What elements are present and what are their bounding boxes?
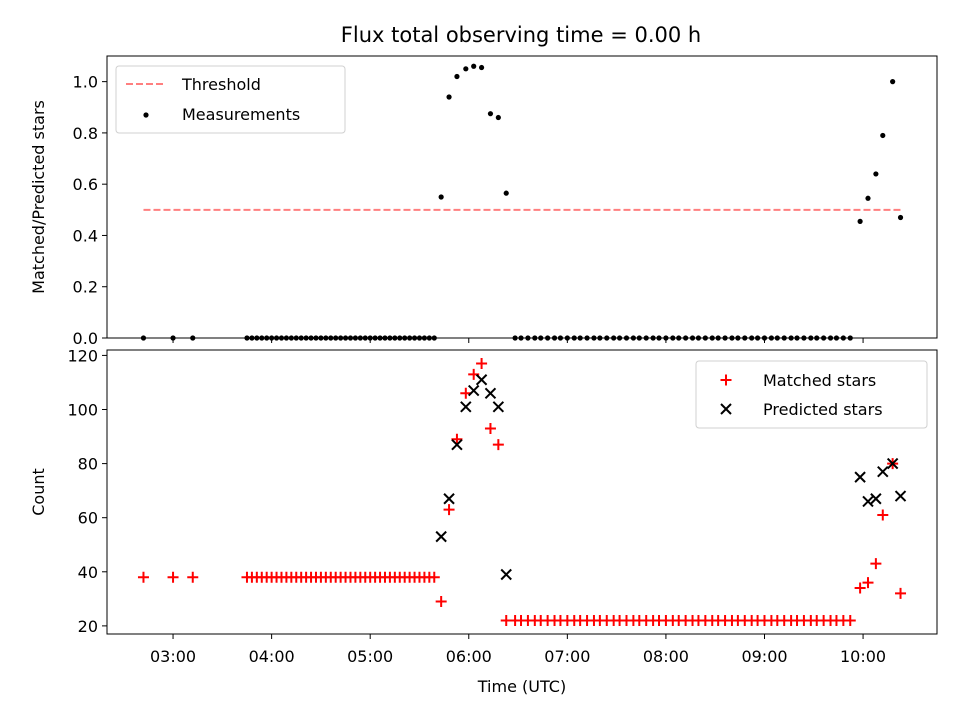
data-point (435, 596, 447, 608)
data-point (492, 439, 504, 451)
data-point (478, 64, 485, 71)
legend-matched-swatch (720, 374, 732, 386)
x-tick-label: 10:00 (840, 647, 886, 666)
data-point (454, 73, 460, 80)
x-tick-label: 07:00 (544, 647, 590, 666)
legend-predicted-swatch (720, 403, 732, 415)
top-subplot: 0.0 0.2 0.4 0.6 0.8 1.0 Matched/Predicted star… (29, 55, 938, 348)
data-point (500, 568, 512, 581)
y-tick-label: 120 (67, 346, 98, 365)
chart-title: Flux total observing time = 0.00 h (341, 23, 701, 47)
series-predicted-stars (435, 374, 907, 581)
data-point (873, 171, 879, 177)
legend-threshold-label: Threshold (181, 75, 261, 94)
data-point (862, 577, 874, 589)
data-point (870, 493, 882, 505)
y-axis-label: Matched/Predicted stars (29, 100, 48, 294)
x-tick-label: 03:00 (150, 647, 196, 666)
data-point (435, 530, 447, 543)
legend-matched-label: Matched stars (763, 371, 876, 390)
legend-measurements-swatch (143, 112, 149, 118)
data-point (484, 387, 497, 399)
legend-frame (115, 65, 346, 134)
x-tick-label: 06:00 (446, 647, 492, 666)
y-tick-label: 0.2 (73, 278, 98, 297)
data-point (492, 401, 505, 413)
data-point (167, 571, 179, 583)
y-tick-label: 40 (78, 563, 98, 582)
x-axis-label: Time (UTC) (477, 677, 566, 696)
legend-top: Threshold Measurements (115, 65, 346, 134)
data-point (137, 571, 149, 583)
data-point (862, 495, 874, 508)
y-tick-label: 60 (78, 509, 98, 528)
series-matched-stars (137, 358, 907, 626)
data-point (503, 190, 509, 196)
y-tick-label: 80 (78, 455, 98, 474)
data-point (187, 571, 199, 583)
x-tick-label: 08:00 (643, 647, 689, 666)
data-point (451, 433, 463, 445)
data-point (467, 384, 480, 397)
data-point (438, 194, 444, 200)
data-point (895, 587, 907, 599)
legend-bottom: Matched stars Predicted stars (695, 360, 928, 429)
legend-predicted-label: Predicted stars (763, 400, 883, 419)
y-tick-label: 1.0 (73, 73, 98, 92)
data-point (877, 466, 889, 478)
data-point (484, 422, 496, 434)
bottom-subplot: 20 40 60 80 100 120 03:00 04:00 05:00 06:00 07:00 0… (29, 346, 938, 696)
data-point (897, 214, 904, 221)
data-point (476, 358, 488, 370)
data-point (446, 94, 452, 100)
data-point (877, 509, 889, 521)
data-point (854, 582, 866, 594)
axes-frame (106, 349, 938, 635)
y-tick-label: 100 (67, 401, 98, 420)
data-point (428, 571, 440, 583)
x-tick-label: 04:00 (249, 647, 295, 666)
data-point (844, 614, 856, 626)
data-point (857, 218, 863, 224)
data-point (870, 558, 882, 570)
data-point (460, 387, 472, 399)
data-point (886, 457, 899, 470)
legend-measurements-label: Measurements (182, 105, 300, 124)
y-tick-label: 0.4 (73, 226, 98, 245)
data-point (865, 195, 871, 201)
y-tick-label: 0.8 (73, 124, 98, 143)
x-tick-label: 05:00 (347, 647, 393, 666)
data-point (451, 438, 463, 451)
data-point (894, 490, 907, 502)
y-tick-label: 0.6 (73, 175, 98, 194)
data-point (463, 66, 469, 72)
y-axis-label: Count (29, 468, 48, 516)
data-point (471, 63, 477, 69)
data-point (495, 114, 501, 121)
data-point (443, 493, 455, 505)
data-point (854, 471, 866, 483)
data-point (475, 374, 488, 386)
data-point (443, 504, 455, 516)
data-point (487, 111, 494, 117)
data-point (880, 132, 886, 139)
x-tick-label: 09:00 (741, 647, 787, 666)
axes-frame (106, 55, 938, 339)
y-tick-label: 20 (78, 617, 98, 636)
data-point (890, 79, 896, 85)
y-tick-label: 0.0 (73, 329, 98, 348)
data-point (460, 401, 472, 413)
legend-frame (695, 360, 928, 429)
